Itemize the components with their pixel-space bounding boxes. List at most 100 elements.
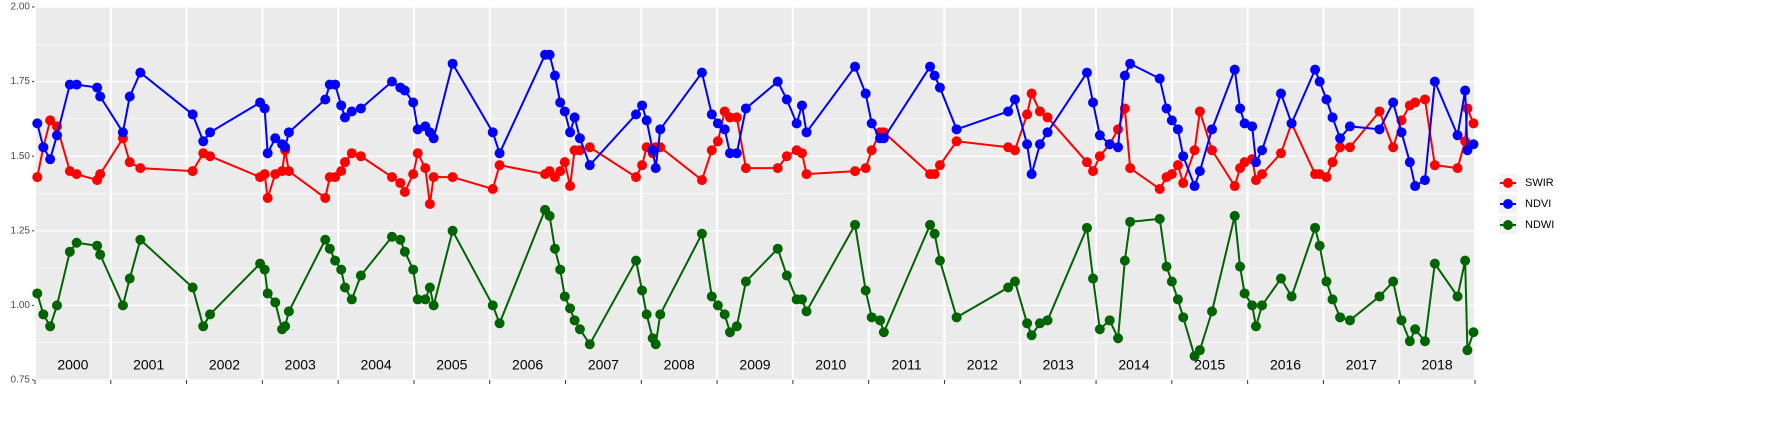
point	[584, 339, 595, 350]
point	[1321, 172, 1332, 183]
point	[584, 142, 595, 153]
point	[447, 58, 458, 69]
point	[205, 127, 216, 138]
point	[1410, 97, 1421, 108]
point	[1275, 88, 1286, 99]
point	[1460, 255, 1471, 266]
point	[355, 270, 366, 281]
point	[1235, 103, 1246, 114]
year-label: 2013	[1043, 357, 1074, 373]
point	[1286, 118, 1297, 129]
point	[772, 76, 783, 87]
point	[696, 67, 707, 78]
y-tick-label: 0.75	[11, 375, 31, 386]
point	[320, 94, 331, 105]
point	[740, 163, 751, 174]
point	[791, 118, 802, 129]
point	[117, 300, 128, 311]
point	[801, 169, 812, 180]
point	[1194, 106, 1205, 117]
point	[1161, 103, 1172, 114]
point	[262, 148, 273, 159]
point	[1344, 142, 1355, 153]
point	[569, 315, 580, 326]
point	[544, 49, 555, 60]
point	[1022, 139, 1033, 150]
point	[1161, 261, 1172, 272]
point	[71, 79, 82, 90]
point	[346, 106, 357, 117]
point	[1396, 127, 1407, 138]
point	[346, 148, 357, 159]
point	[399, 246, 410, 257]
point	[1154, 73, 1165, 84]
point	[408, 97, 419, 108]
point	[934, 82, 945, 93]
point	[1081, 222, 1092, 233]
point	[1239, 157, 1250, 168]
point	[637, 285, 648, 296]
point	[399, 187, 410, 198]
point	[336, 264, 347, 275]
point	[796, 100, 807, 111]
point	[1250, 157, 1261, 168]
point	[447, 225, 458, 236]
year-label: 2002	[209, 357, 240, 373]
point	[1286, 291, 1297, 302]
point	[1009, 276, 1020, 287]
point	[1207, 145, 1218, 156]
point	[1003, 106, 1014, 117]
y-tick-label: 1.25	[11, 225, 31, 236]
point	[1257, 145, 1268, 156]
point	[850, 166, 861, 177]
legend-marker	[1503, 199, 1513, 209]
point	[1235, 261, 1246, 272]
point	[124, 157, 135, 168]
point	[740, 103, 751, 114]
point	[574, 133, 585, 144]
point	[712, 118, 723, 129]
point	[925, 61, 936, 72]
point	[1229, 181, 1240, 192]
point	[1310, 222, 1321, 233]
point	[655, 124, 666, 135]
point	[1410, 324, 1421, 335]
point	[1468, 118, 1479, 129]
point	[71, 169, 82, 180]
point	[95, 169, 106, 180]
point	[198, 321, 209, 332]
point	[1119, 70, 1130, 81]
point	[124, 91, 135, 102]
point	[1404, 157, 1415, 168]
point	[951, 124, 962, 135]
point	[1388, 276, 1399, 287]
point	[637, 160, 648, 171]
point	[731, 112, 742, 123]
point	[866, 312, 877, 323]
point	[280, 321, 291, 332]
point	[712, 300, 723, 311]
point	[1088, 273, 1099, 284]
point	[1374, 124, 1385, 135]
point	[494, 148, 505, 159]
legend-label: SWIR	[1525, 177, 1554, 189]
point	[45, 321, 56, 332]
point	[386, 172, 397, 183]
point	[801, 306, 812, 317]
point	[951, 136, 962, 147]
point	[346, 294, 357, 305]
point	[1327, 157, 1338, 168]
point	[428, 300, 439, 311]
point	[1081, 157, 1092, 168]
point	[45, 154, 56, 165]
point	[71, 237, 82, 248]
point	[772, 243, 783, 254]
point	[1468, 327, 1479, 338]
point	[569, 112, 580, 123]
point	[262, 288, 273, 299]
point	[1207, 124, 1218, 135]
point	[395, 234, 406, 245]
point	[559, 157, 570, 168]
point	[1462, 103, 1473, 114]
year-label: 2016	[1270, 357, 1301, 373]
